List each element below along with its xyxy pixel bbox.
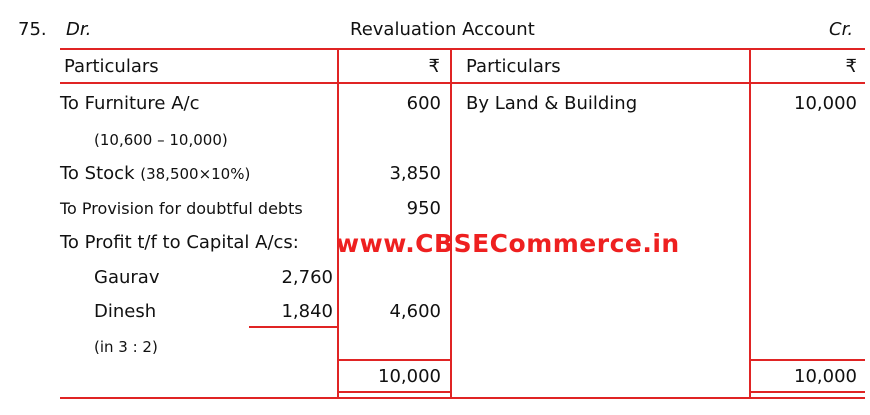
page-title: Revaluation Account (350, 19, 535, 40)
debit-furniture: To Furniture A/c (60, 93, 200, 114)
credit-total: 10,000 (794, 366, 857, 387)
rule-double-left (338, 391, 451, 393)
debit-stock-label: To Stock (60, 163, 135, 184)
debit-provision: To Provision for doubtful debts (60, 199, 303, 218)
debit-profit-amount: 4,600 (389, 301, 441, 322)
rule-total-left (338, 359, 451, 361)
debit-stock-note: (38,500×10%) (140, 165, 251, 183)
debit-dinesh: Dinesh (94, 301, 157, 322)
debit-dinesh-amount: 1,840 (281, 301, 333, 322)
debit-gaurav: Gaurav (94, 267, 160, 288)
question-number: 75. (18, 19, 47, 40)
rule-subtotal (249, 326, 338, 328)
debit-gaurav-amount: 2,760 (281, 267, 333, 288)
debit-furniture-amount: 600 (406, 93, 441, 114)
header-amount-right: ₹ (845, 56, 857, 77)
credit-land-amount: 10,000 (794, 93, 857, 114)
rule-header (60, 82, 865, 84)
watermark: www.CBSECommerce.in (336, 229, 680, 258)
dr-label: Dr. (66, 19, 92, 40)
rule-col2 (450, 48, 452, 399)
debit-stock: To Stock (38,500×10%) (60, 163, 250, 185)
rule-bottom (60, 397, 865, 399)
header-particulars-right: Particulars (466, 56, 561, 77)
rule-top (60, 48, 865, 50)
debit-ratio: (in 3 : 2) (94, 338, 158, 356)
debit-furniture-note: (10,600 – 10,000) (94, 131, 228, 149)
rule-col1 (337, 48, 339, 399)
debit-provision-amount: 950 (406, 198, 441, 219)
header-amount-left: ₹ (428, 56, 440, 77)
header-particulars-left: Particulars (64, 56, 159, 77)
rule-col3 (749, 48, 751, 399)
debit-profit: To Profit t/f to Capital A/cs: (60, 232, 299, 253)
rule-total-right (750, 359, 865, 361)
credit-land: By Land & Building (466, 93, 638, 114)
debit-stock-amount: 3,850 (389, 163, 441, 184)
debit-total: 10,000 (378, 366, 441, 387)
cr-label: Cr. (829, 19, 854, 40)
rule-double-right (750, 391, 865, 393)
